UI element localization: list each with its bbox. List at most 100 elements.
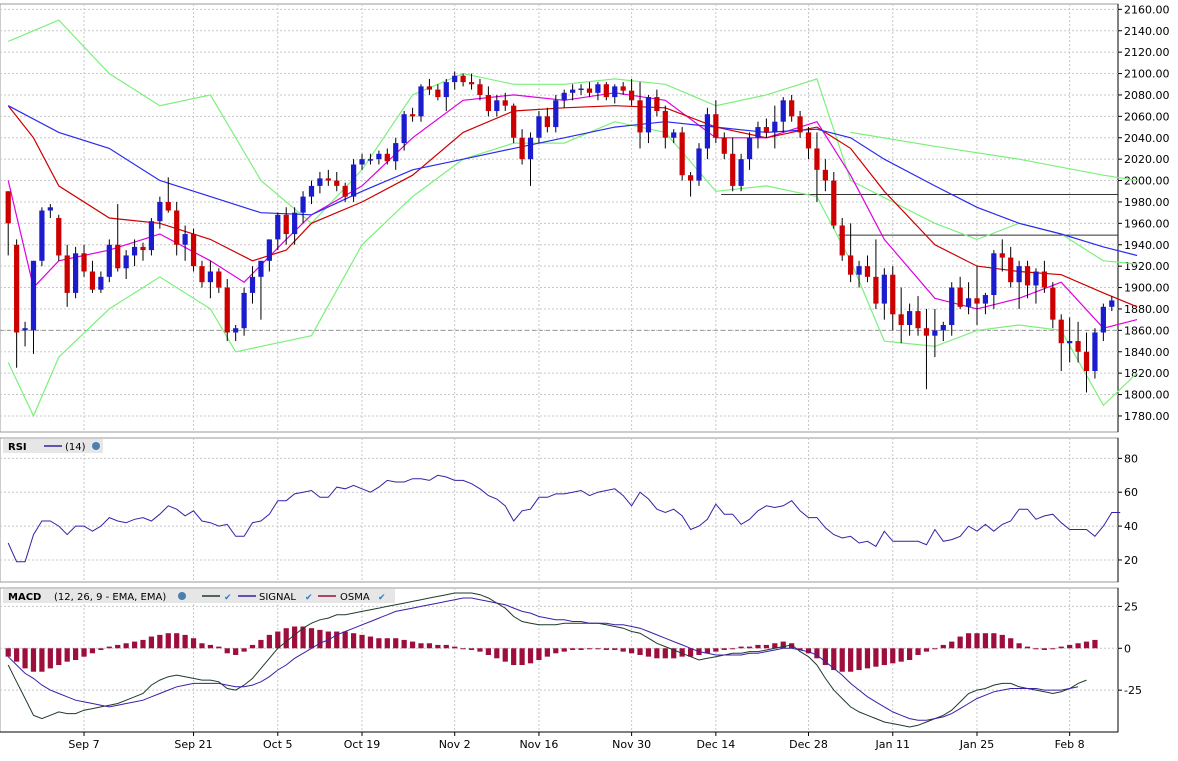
candle-body	[864, 266, 871, 277]
candle-body	[72, 253, 79, 293]
osma-bar	[797, 648, 803, 650]
price-y-tick-label: 2100.00	[1124, 68, 1170, 81]
candle-body	[595, 84, 601, 93]
candle-body	[519, 137, 525, 160]
x-axis: Sep 7 Sep 21 Oct 5 Oct 19 Nov 2 Nov 16 Nov 30 D…	[0, 731, 1118, 751]
price-y-tick-label: 2000.00	[1124, 175, 1170, 188]
rsi-y-tick-label: 40	[1124, 520, 1138, 533]
x-tick-label: Oct 5	[263, 738, 293, 751]
price-y-tick-label: 1840.00	[1124, 346, 1170, 359]
osma-bar	[856, 648, 862, 671]
osma-bar	[359, 634, 365, 649]
x-tick-label: Feb 8	[1055, 738, 1085, 751]
candle-body	[1050, 287, 1056, 320]
osma-bar	[713, 648, 719, 652]
osma-bar	[81, 648, 87, 657]
candle-body	[923, 328, 930, 336]
rsi-legend-params: (14)	[65, 442, 86, 453]
candle-body	[949, 287, 955, 325]
price-y-tick-label: 2020.00	[1124, 153, 1170, 166]
candle-body	[494, 100, 500, 111]
candle-body	[249, 276, 256, 293]
osma-bar	[56, 648, 62, 666]
osma-bar	[334, 631, 340, 649]
candle-body	[157, 201, 163, 222]
osma-bar	[435, 644, 441, 649]
osma-bar	[932, 648, 938, 650]
osma-bar	[612, 648, 618, 650]
candle-body	[1075, 341, 1081, 352]
osma-bar	[468, 648, 475, 650]
price-y-tick-label: 1780.00	[1124, 410, 1170, 423]
osma-bar	[494, 648, 500, 659]
candle-body	[637, 100, 643, 133]
macd-panel: 25 0 -25 MACD (12, 26, 9 - EMA, EMA) ✔ SIGNAL ✔…	[0, 587, 1142, 733]
candle-body	[915, 311, 921, 329]
osma-bar	[224, 648, 230, 654]
candle-body	[839, 225, 845, 256]
x-tick-label: Jan 11	[875, 738, 910, 751]
candle-body	[401, 114, 407, 144]
candle-body	[5, 191, 11, 224]
rsi-panel: 20 40 60 80 RSI (14)	[0, 437, 1138, 583]
osma-bar	[1083, 641, 1090, 649]
candle-body	[190, 234, 197, 267]
osma-bar	[704, 648, 711, 654]
macd-y-tick-label: -25	[1124, 684, 1142, 697]
osma-check-icon: ✔	[378, 593, 386, 603]
osma-bar	[308, 628, 315, 649]
candle-body	[671, 132, 677, 138]
candle-body	[772, 121, 778, 133]
osma-bar	[1033, 648, 1039, 650]
candle-body	[317, 178, 323, 186]
rsi-y-tick-label: 80	[1124, 452, 1138, 465]
candle-body	[98, 276, 104, 290]
osma-bar	[283, 628, 289, 649]
signal-legend-label: SIGNAL	[259, 592, 296, 603]
price-y-tick-label: 2080.00	[1124, 89, 1170, 102]
x-tick-label: Oct 19	[344, 738, 381, 751]
candle-body	[14, 244, 20, 333]
candle-body	[704, 114, 711, 149]
candle-body	[721, 137, 727, 154]
x-tick-label: Nov 2	[439, 738, 471, 751]
macd-line	[7, 592, 1087, 728]
x-tick-label: Nov 16	[519, 738, 558, 751]
osma-bar	[620, 648, 626, 652]
candle-body	[367, 159, 374, 161]
candle-body	[1067, 341, 1073, 344]
price-y-tick-label: 1880.00	[1124, 303, 1170, 316]
osma-bar	[64, 648, 70, 662]
x-tick-label: Sep 21	[174, 738, 212, 751]
price-y-tick-label: 1960.00	[1124, 217, 1170, 230]
candle-body	[797, 116, 803, 133]
osma-bar	[106, 646, 112, 649]
osma-bar	[22, 648, 28, 669]
price-y-tick-label: 1980.00	[1124, 196, 1170, 209]
osma-bar	[1058, 646, 1064, 649]
candle-body	[56, 218, 62, 256]
candle-body	[957, 287, 963, 307]
price-y-tick-label: 2160.00	[1124, 3, 1170, 16]
osma-bar	[165, 633, 171, 649]
candle-body	[1033, 271, 1039, 286]
osma-bar	[148, 636, 155, 649]
price-y-tick-label: 2040.00	[1124, 132, 1170, 145]
candle-body	[982, 295, 989, 304]
osma-bar	[72, 648, 79, 660]
candle-body	[940, 325, 946, 331]
candle-body	[713, 114, 719, 138]
candle-body	[805, 132, 812, 149]
osma-bar	[266, 634, 272, 649]
macd-check-icon: ✔	[224, 593, 232, 603]
macd-settings-icon	[178, 592, 186, 600]
signal-line	[7, 597, 1079, 721]
macd-legend-box	[3, 589, 395, 603]
osma-bar	[123, 643, 129, 649]
osma-bar	[848, 648, 854, 672]
osma-bar	[131, 641, 138, 649]
osma-bar	[5, 648, 11, 657]
osma-bar	[157, 634, 163, 649]
osma-bar	[595, 648, 601, 650]
